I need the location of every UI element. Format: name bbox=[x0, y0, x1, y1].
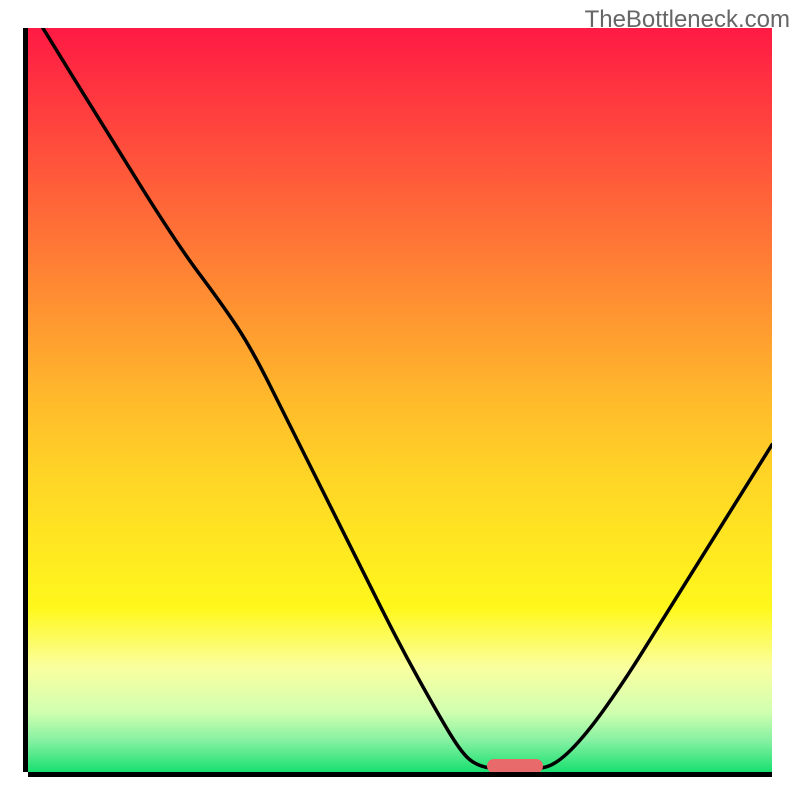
optimal-range-marker bbox=[487, 759, 543, 772]
gradient-background bbox=[28, 28, 772, 772]
y-axis-line bbox=[23, 28, 28, 772]
x-axis-line bbox=[28, 772, 772, 777]
plot-area bbox=[28, 28, 772, 772]
chart-container: TheBottleneck.com bbox=[0, 0, 800, 800]
watermark-text: TheBottleneck.com bbox=[585, 6, 790, 34]
